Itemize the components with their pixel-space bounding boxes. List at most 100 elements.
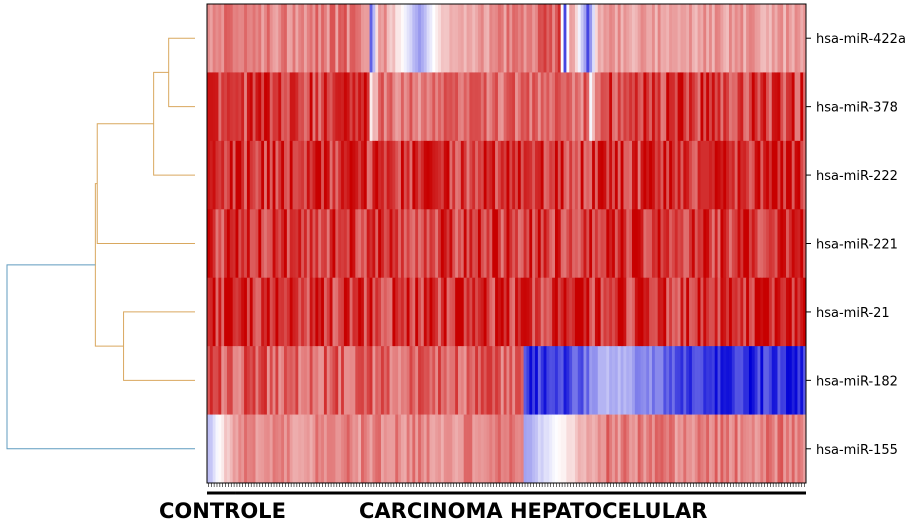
heatmap-cell (780, 277, 784, 347)
heatmap-cell (706, 209, 710, 279)
heatmap-cell (666, 140, 670, 210)
heatmap-cell (788, 209, 793, 279)
heatmap-cell (589, 4, 593, 73)
heatmap-cell (748, 140, 753, 210)
heatmap-cell (646, 277, 650, 347)
heatmap-cell (332, 414, 336, 484)
heatmap-cell (438, 72, 442, 142)
heatmap-cell (706, 414, 710, 484)
heatmap-cell (446, 209, 450, 279)
heatmap-cell (617, 277, 621, 347)
heatmap-cell (697, 277, 701, 347)
heatmap-cell (438, 140, 442, 210)
heatmap-cell (480, 140, 485, 210)
heatmap-cell (643, 72, 647, 142)
heatmap-cell (671, 414, 676, 484)
heatmap-cell (269, 4, 273, 73)
heatmap-cell (723, 346, 727, 415)
heatmap-cell (572, 209, 576, 279)
heatmap-cell (229, 4, 234, 73)
heatmap-cell (264, 277, 268, 347)
heatmap-cell (460, 277, 465, 347)
heatmap-cell (711, 72, 716, 142)
heatmap-cell (632, 277, 636, 347)
heatmap-cell (229, 209, 234, 279)
row-ticks (806, 37, 811, 450)
heatmap-cell (395, 140, 399, 210)
heatmap-cell (415, 72, 419, 142)
heatmap-cell (398, 209, 402, 279)
heatmap-cell (281, 209, 285, 279)
heatmap-cell (666, 346, 670, 415)
heatmap-cell (746, 209, 750, 279)
row-label: hsa-miR-221 (816, 238, 898, 253)
heatmap-cell (594, 346, 599, 415)
heatmap-cell (266, 140, 271, 210)
heatmap-cell (400, 277, 405, 347)
heatmap-cell (500, 140, 505, 210)
heatmap-cell (500, 72, 505, 142)
heatmap-cell (323, 140, 328, 210)
heatmap-cell (475, 277, 479, 347)
heatmap-cell (432, 209, 436, 279)
group-label-controle: CONTROLE (159, 499, 286, 523)
heatmap-cell (446, 277, 450, 347)
heatmap-cell (674, 277, 679, 347)
heatmap-cell (409, 414, 413, 484)
heatmap-cell (221, 72, 225, 142)
heatmap-cell (329, 4, 333, 73)
heatmap-cell (791, 277, 795, 347)
heatmap-cell (352, 140, 356, 210)
heatmap-cell (788, 72, 793, 142)
heatmap-cell (646, 209, 650, 279)
heatmap-cell (740, 414, 744, 484)
heatmap-cell (323, 72, 328, 142)
heatmap-cell (649, 4, 653, 73)
heatmap-cell (261, 140, 265, 210)
heatmap-cell (255, 72, 259, 142)
heatmap-cell (226, 414, 231, 484)
heatmap-cell (677, 4, 681, 73)
heatmap-cell (375, 277, 379, 347)
heatmap-cell (298, 140, 302, 210)
heatmap-cell (466, 277, 470, 347)
heatmap-cell (743, 209, 747, 279)
heatmap-cell (720, 4, 724, 73)
heatmap-cell (700, 277, 704, 347)
heatmap-cell (557, 277, 562, 347)
heatmap-cell (803, 140, 807, 210)
heatmap-cell (252, 72, 256, 142)
heatmap-cell (295, 414, 299, 484)
heatmap-cell (731, 140, 736, 210)
heatmap-cell (489, 346, 493, 415)
heatmap-cell (349, 209, 353, 279)
heatmap-cell (489, 4, 493, 73)
heatmap-cell (292, 277, 296, 347)
heatmap-cell (463, 346, 467, 415)
heatmap-cell (600, 209, 604, 279)
heatmap-cell (289, 4, 293, 73)
heatmap-cell (469, 277, 473, 347)
heatmap-cell (269, 72, 273, 142)
heatmap-cell (717, 346, 721, 415)
heatmap-cell (435, 140, 439, 210)
heatmap-cell (706, 346, 710, 415)
heatmap-cell (341, 414, 345, 484)
heatmap-cell (671, 4, 676, 73)
heatmap-cell (774, 4, 778, 73)
heatmap-cell (215, 346, 219, 415)
heatmap-cell (646, 140, 650, 210)
heatmap-cell (381, 209, 385, 279)
heatmap-cell (680, 277, 684, 347)
heatmap-cell (235, 140, 239, 210)
heatmap-cell (318, 209, 322, 279)
heatmap-cell (264, 346, 268, 415)
heatmap-cell (637, 140, 641, 210)
heatmap-cell (272, 277, 276, 347)
heatmap-cell (403, 72, 408, 142)
heatmap-cell (577, 72, 582, 142)
heatmap-cell (486, 4, 490, 73)
heatmap-cell (549, 72, 553, 142)
heatmap-cell (654, 4, 659, 73)
heatmap-cell (797, 4, 801, 73)
